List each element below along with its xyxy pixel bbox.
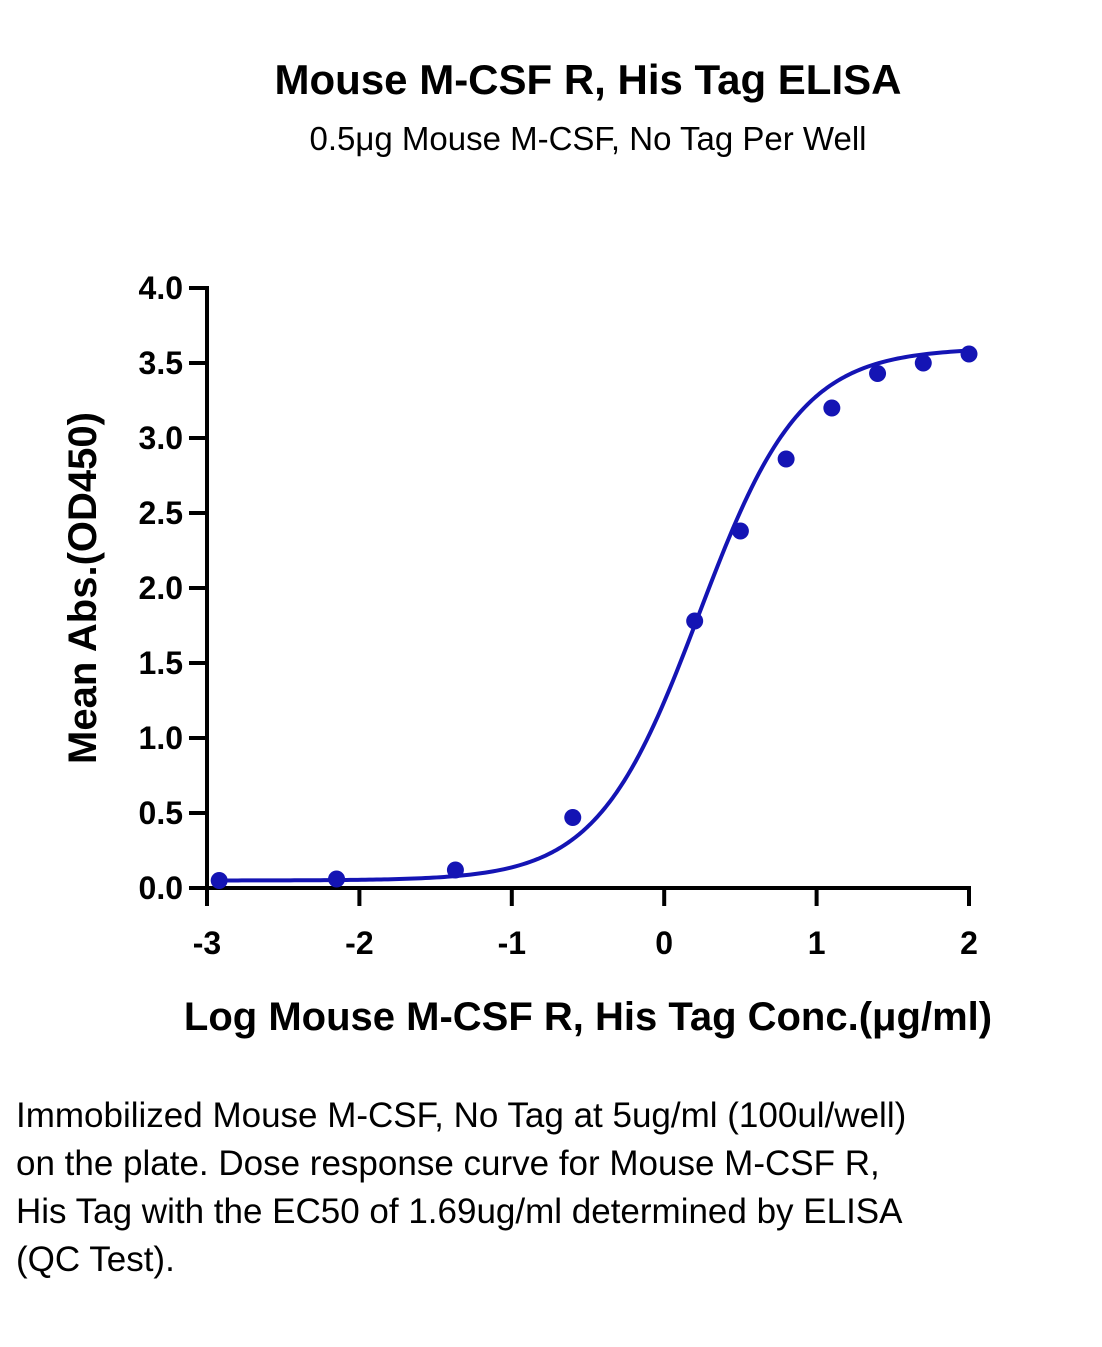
data-point xyxy=(960,345,978,363)
data-point xyxy=(564,809,582,826)
data-point xyxy=(869,365,887,382)
fit-curve xyxy=(219,348,970,883)
y-tick-label: 3.0 xyxy=(139,420,183,456)
x-tick-label: 0 xyxy=(655,925,673,961)
elisa-chart: Mouse M-CSF R, His Tag ELISA 0.5μg Mouse… xyxy=(61,56,992,1039)
data-point xyxy=(731,522,749,540)
x-axis: -3 -2 -1 0 1 2 xyxy=(193,886,978,961)
data-point xyxy=(686,612,704,630)
y-axis: 0.0 0.5 1.0 1.5 2.0 2.5 3.0 3.5 4.0 xyxy=(139,270,209,906)
x-tick-label: 1 xyxy=(808,925,826,961)
y-tick-label: 0.5 xyxy=(139,795,183,831)
y-tick-label: 1.5 xyxy=(139,645,183,681)
data-point xyxy=(914,354,932,372)
y-axis-label: Mean Abs.(OD450) xyxy=(61,412,105,764)
x-tick-label: -2 xyxy=(345,925,373,961)
data-point xyxy=(823,399,841,417)
chart-title: Mouse M-CSF R, His Tag ELISA xyxy=(275,56,902,103)
y-tick-label: 3.5 xyxy=(139,345,183,381)
y-tick-label: 4.0 xyxy=(139,270,183,306)
figure-caption: Immobilized Mouse M-CSF, No Tag at 5ug/m… xyxy=(16,1096,907,1279)
y-tick-label: 1.0 xyxy=(139,720,183,756)
x-tick-label: -3 xyxy=(193,925,221,961)
y-tick-label: 0.0 xyxy=(139,870,183,906)
data-point xyxy=(210,872,228,889)
y-tick-label: 2.0 xyxy=(139,570,183,606)
data-point xyxy=(446,861,464,879)
x-tick-label: 2 xyxy=(960,925,978,961)
data-points xyxy=(210,345,978,889)
data-point xyxy=(777,450,795,468)
data-point xyxy=(328,870,346,888)
y-tick-label: 2.5 xyxy=(139,495,183,531)
x-tick-label: -1 xyxy=(498,925,526,961)
chart-subtitle: 0.5μg Mouse M-CSF, No Tag Per Well xyxy=(309,120,866,157)
x-axis-label: Log Mouse M-CSF R, His Tag Conc.(μg/ml) xyxy=(184,995,992,1039)
